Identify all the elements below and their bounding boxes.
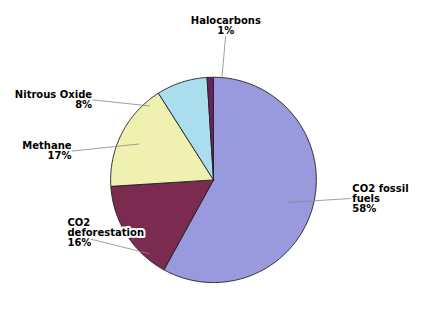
- svg-text:CO2deforestation16%: CO2deforestation16%: [67, 217, 144, 248]
- svg-text:CO2 fossilfuels58%: CO2 fossilfuels58%: [352, 183, 408, 214]
- svg-text:Nitrous Oxide8%: Nitrous Oxide8%: [15, 89, 92, 110]
- svg-text:Methane17%: Methane17%: [22, 140, 72, 161]
- svg-text:Halocarbons1%: Halocarbons1%: [191, 15, 261, 36]
